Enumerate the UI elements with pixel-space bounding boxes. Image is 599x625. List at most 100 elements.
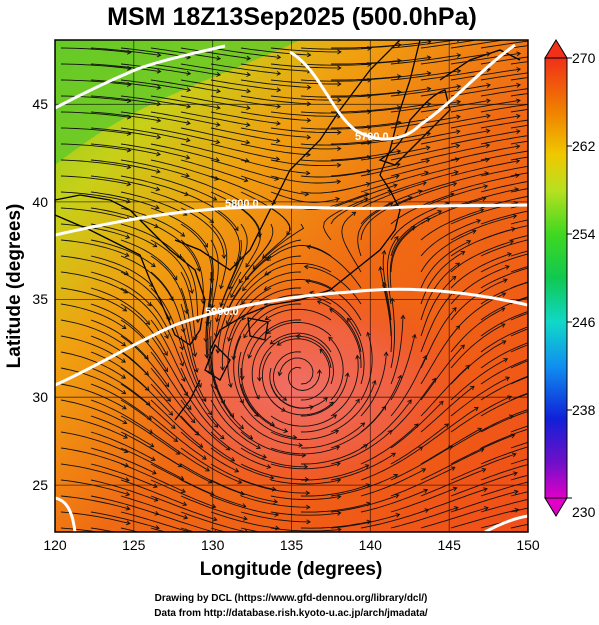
streamline-arrowhead xyxy=(485,143,491,149)
contour-5800 xyxy=(55,203,528,237)
streamline xyxy=(480,210,528,225)
streamline xyxy=(60,127,131,135)
streamline xyxy=(300,484,370,497)
streamline xyxy=(180,127,250,144)
streamline-arrowhead xyxy=(515,144,521,149)
streamline-arrowhead xyxy=(576,481,580,485)
streamline xyxy=(390,423,449,465)
streamline-arrowhead xyxy=(154,204,160,210)
streamline xyxy=(360,332,373,401)
streamline-arrowhead xyxy=(255,394,260,400)
streamline-arrowhead xyxy=(216,105,221,110)
streamline xyxy=(264,279,332,291)
streamline-arrowhead xyxy=(454,157,460,163)
streamline xyxy=(330,184,398,209)
streamline xyxy=(300,79,371,82)
streamline-arrowhead xyxy=(469,385,475,391)
streamline xyxy=(266,245,332,261)
streamline-arrowhead xyxy=(366,169,372,174)
streamline-arrowhead xyxy=(147,301,152,307)
streamline-arrowhead xyxy=(156,68,162,74)
streamline xyxy=(90,527,117,532)
streamline-arrowhead xyxy=(452,181,458,187)
streamline-arrowhead xyxy=(335,196,341,202)
cold-region-shading xyxy=(55,40,300,165)
streamline-arrowhead xyxy=(450,466,456,471)
contour-label-5900: 5900.0 xyxy=(205,306,239,318)
streamline-arrowhead xyxy=(179,361,185,367)
streamline-arrowhead xyxy=(190,418,196,424)
streamline xyxy=(510,312,528,321)
streamline xyxy=(180,511,249,532)
streamline-arrowhead xyxy=(337,49,342,55)
streamline-arrowhead xyxy=(185,154,191,160)
streamline xyxy=(390,334,416,401)
streamline xyxy=(60,367,126,395)
contour-5900-southeast xyxy=(484,514,528,532)
streamline xyxy=(450,265,510,305)
streamline xyxy=(420,158,490,177)
streamline-arrowhead xyxy=(336,162,342,168)
streamline-arrowhead xyxy=(515,158,521,164)
streamline xyxy=(262,207,291,259)
credit-drawing: Drawing by DCL (https://www.gfd-dennou.o… xyxy=(155,593,428,604)
streamline-arrowhead xyxy=(512,214,518,219)
streamline xyxy=(120,143,190,159)
streamline xyxy=(90,383,152,420)
streamline-arrowhead xyxy=(307,535,311,539)
streamline xyxy=(60,143,131,152)
streamline-arrowhead xyxy=(576,464,580,468)
streamline xyxy=(300,464,369,481)
streamline-arrowhead xyxy=(486,82,491,88)
streamline xyxy=(60,319,126,347)
streamline xyxy=(60,383,127,410)
streamline-arrowhead xyxy=(122,307,128,312)
y-tick-label: 30 xyxy=(32,389,48,405)
streamline-arrowhead xyxy=(426,55,432,61)
streamline-arrowhead xyxy=(363,444,368,449)
streamline-arrowhead xyxy=(540,353,544,357)
streamline-arrowhead xyxy=(332,414,338,419)
streamline-arrowhead xyxy=(511,452,517,458)
streamline xyxy=(180,399,230,451)
streamline xyxy=(480,165,528,177)
streamline-arrowhead xyxy=(275,156,281,162)
streamline-arrowhead xyxy=(126,181,132,187)
streamline xyxy=(510,360,528,369)
streamline-arrowhead xyxy=(243,515,248,521)
streamline xyxy=(278,357,314,385)
streamline-arrowhead xyxy=(453,170,459,175)
streamline-arrowhead xyxy=(125,520,131,526)
streamline-arrowhead xyxy=(195,318,201,324)
streamline-arrowhead xyxy=(121,341,127,347)
streamline xyxy=(120,367,173,416)
contour-5700 xyxy=(289,43,516,141)
streamline xyxy=(150,239,193,294)
streamline xyxy=(60,191,131,203)
streamline-arrowhead xyxy=(276,70,282,76)
streamline-arrowhead xyxy=(306,101,312,107)
streamline-arrowhead xyxy=(422,181,427,186)
streamline xyxy=(420,407,479,449)
streamline xyxy=(510,188,528,193)
streamline xyxy=(270,332,332,353)
streamline-arrowhead xyxy=(422,355,428,360)
streamline xyxy=(383,282,392,353)
streamline xyxy=(120,303,168,356)
streamline xyxy=(420,68,491,81)
streamline-arrowhead xyxy=(219,434,225,440)
streamline xyxy=(480,481,528,497)
streamline xyxy=(60,351,126,379)
streamline xyxy=(245,239,302,281)
streamline xyxy=(180,47,251,60)
streamline xyxy=(210,447,274,479)
streamline xyxy=(480,311,528,337)
streamline-arrowhead xyxy=(425,145,431,151)
streamline xyxy=(420,130,490,145)
streamline-arrowhead xyxy=(185,137,191,143)
streamline xyxy=(270,175,341,184)
streamline xyxy=(150,63,221,76)
streamline-arrowhead xyxy=(150,456,156,461)
plot-area: 5700.0 5800.0 5900.0 xyxy=(55,40,580,539)
streamline xyxy=(150,47,221,60)
